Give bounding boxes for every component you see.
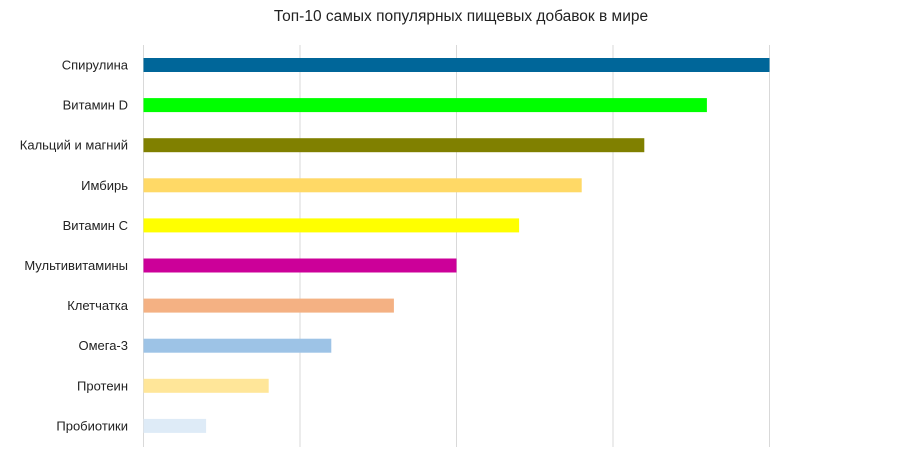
bar — [143, 298, 394, 313]
category-label: Пробиотики — [56, 418, 128, 433]
category-label: Кальций и магний — [20, 138, 128, 153]
bar — [143, 138, 645, 153]
bar — [143, 178, 582, 193]
bar — [143, 258, 457, 273]
category-label: Витамин C — [63, 218, 128, 233]
chart-title: Топ-10 самых популярных пищевых добавок … — [273, 8, 649, 25]
bar — [143, 98, 707, 113]
bar — [143, 418, 207, 433]
bar — [143, 58, 770, 72]
category-label: Омега-3 — [78, 338, 128, 353]
category-label: Витамин D — [63, 98, 128, 113]
bar — [143, 218, 520, 233]
category-label: Мультивитамины — [24, 258, 128, 273]
category-label: Имбирь — [81, 178, 128, 193]
category-label: Протеин — [77, 378, 128, 393]
bar — [143, 378, 269, 393]
bar — [143, 338, 332, 353]
category-label: Спирулина — [62, 58, 129, 73]
category-label: Клетчатка — [67, 298, 129, 313]
